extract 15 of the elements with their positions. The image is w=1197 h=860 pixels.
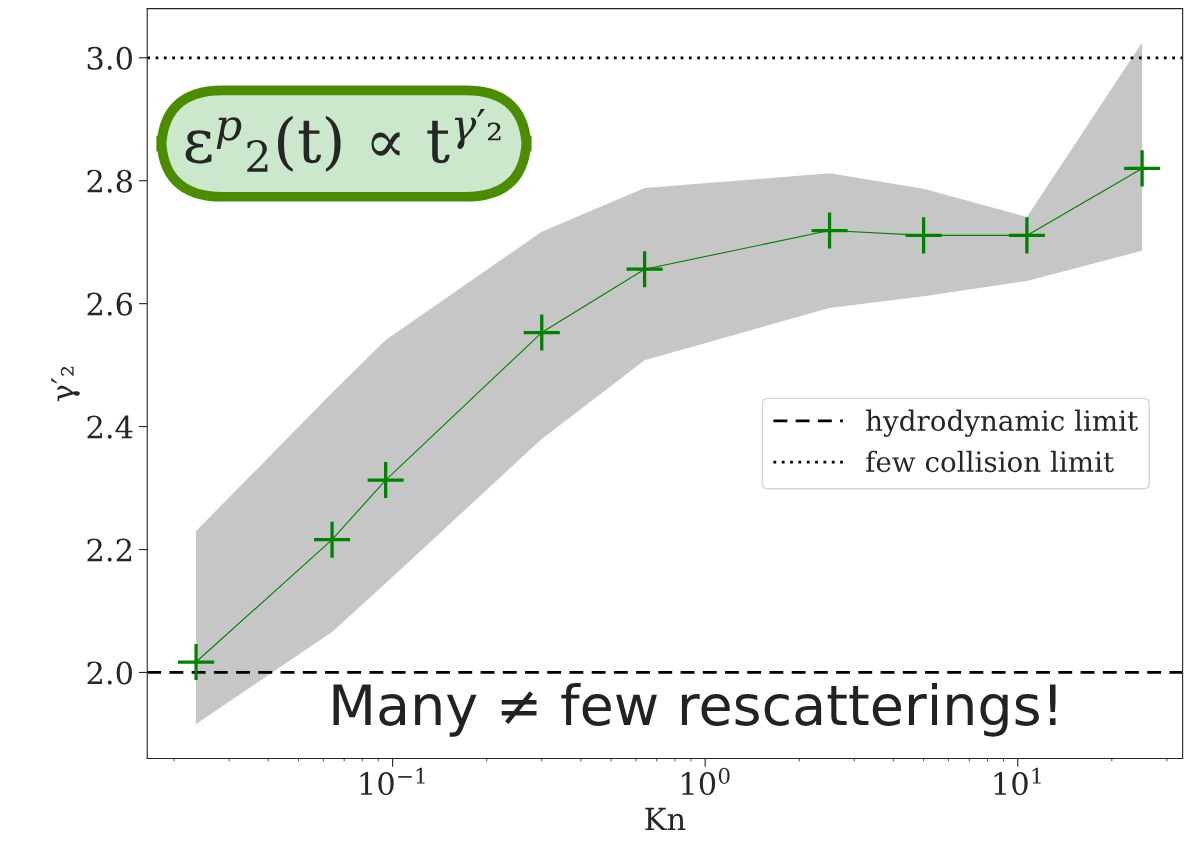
annotation: Many ≠ few rescatterings!	[333, 682, 1056, 737]
x-axis-title: Kn	[645, 807, 686, 831]
annotation: ε$^{p}$$_{2}$(t) ∝ t$^{γ′₂}$	[185, 108, 501, 172]
y-tick-label: 2.0	[87, 661, 133, 685]
legend-label: hydrodynamic limit	[866, 409, 1138, 437]
legend-label: few collision limit	[866, 450, 1114, 473]
x-tick-label: 10$^{−1}$	[360, 767, 425, 796]
y-tick-label: 3.0	[87, 46, 133, 70]
y-tick-label: 2.4	[87, 415, 133, 439]
x-tick-label: 10$^{1}$	[994, 767, 1041, 796]
y-tick-label: 2.6	[87, 292, 133, 316]
x-tick-label: 10$^{0}$	[682, 767, 730, 796]
y-tick-label: 2.2	[87, 538, 132, 562]
y-tick-label: 2.8	[87, 169, 132, 193]
y-axis-title: γ′₂	[51, 366, 80, 402]
